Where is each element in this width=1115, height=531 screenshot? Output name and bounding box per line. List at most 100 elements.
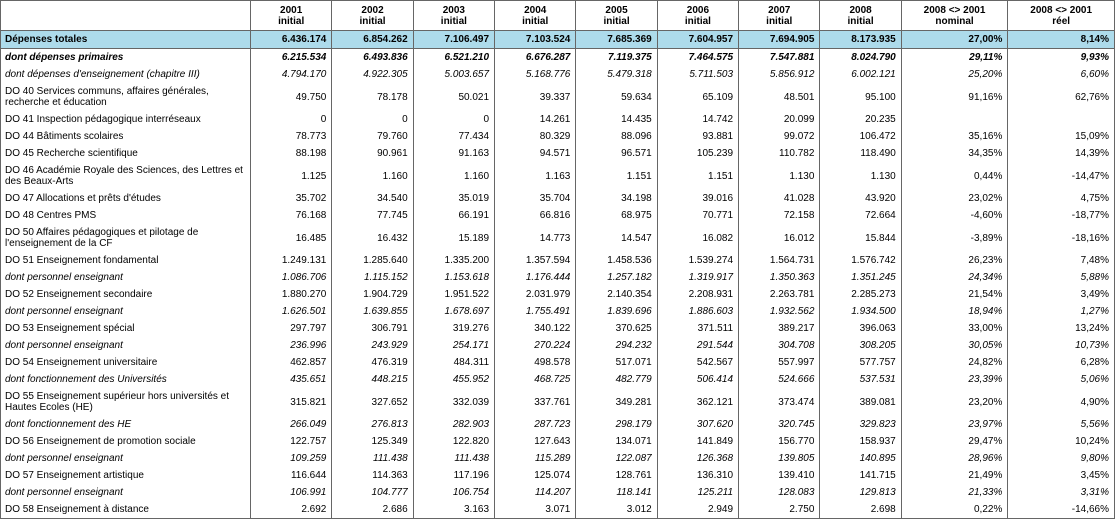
cell-value: 14.435 (576, 111, 657, 128)
cell-value: 1.257.182 (576, 269, 657, 286)
cell-value: 294.232 (576, 337, 657, 354)
cell-value: 125.349 (332, 433, 413, 450)
cell-value: 373.474 (739, 388, 820, 416)
cell-value: 66.816 (495, 207, 576, 224)
cell-value: -4,60% (901, 207, 1008, 224)
cell-value: 1.539.274 (657, 252, 738, 269)
cell-value: 3,31% (1008, 484, 1115, 501)
cell-value: 72.158 (739, 207, 820, 224)
cell-value: 9,93% (1008, 49, 1115, 67)
cell-value: 1.285.640 (332, 252, 413, 269)
cell-value: 337.761 (495, 388, 576, 416)
cell-value: 1.115.152 (332, 269, 413, 286)
cell-value: 24,34% (901, 269, 1008, 286)
cell-value: 125.211 (657, 484, 738, 501)
cell-value: 243.929 (332, 337, 413, 354)
cell-value: 1.319.917 (657, 269, 738, 286)
cell-value: -14,47% (1008, 162, 1115, 190)
cell-value: 5,06% (1008, 371, 1115, 388)
cell-value: 329.823 (820, 416, 901, 433)
cell-value: 116.644 (251, 467, 332, 484)
cell-value: 2.263.781 (739, 286, 820, 303)
cell-value: 35.702 (251, 190, 332, 207)
cell-value: 1.564.731 (739, 252, 820, 269)
col-6: 2006initial (657, 1, 738, 31)
cell-value: 282.903 (413, 416, 494, 433)
cell-value: 306.791 (332, 320, 413, 337)
cell-value: 21,33% (901, 484, 1008, 501)
cell-value: 72.664 (820, 207, 901, 224)
cell-value: 122.087 (576, 450, 657, 467)
cell-value: 29,47% (901, 433, 1008, 450)
cell-value: 14.261 (495, 111, 576, 128)
cell-value: 21,54% (901, 286, 1008, 303)
cell-value: 20.099 (739, 111, 820, 128)
col-3: 2003initial (413, 1, 494, 31)
row-label: dont personnel enseignant (1, 484, 251, 501)
cell-value: 1.886.603 (657, 303, 738, 320)
cell-value: 7.547.881 (739, 49, 820, 67)
table-row: DO 41 Inspection pédagogique interréseau… (1, 111, 1115, 128)
cell-value: 15.189 (413, 224, 494, 252)
cell-value: 2.208.931 (657, 286, 738, 303)
cell-value: 1.130 (820, 162, 901, 190)
cell-value: 68.975 (576, 207, 657, 224)
cell-value: 6.521.210 (413, 49, 494, 67)
cell-value: 270.224 (495, 337, 576, 354)
cell-value: 34.540 (332, 190, 413, 207)
cell-value: 65.109 (657, 83, 738, 111)
cell-value: 5.856.912 (739, 66, 820, 83)
cell-value: 1.151 (657, 162, 738, 190)
cell-value: 10,73% (1008, 337, 1115, 354)
row-label: dont dépenses primaires (1, 49, 251, 67)
cell-value: 577.757 (820, 354, 901, 371)
cell-value: 1.678.697 (413, 303, 494, 320)
cell-value: 21,49% (901, 467, 1008, 484)
cell-value: 304.708 (739, 337, 820, 354)
cell-value: 5.003.657 (413, 66, 494, 83)
table-row: DO 40 Services communs, affaires général… (1, 83, 1115, 111)
cell-value: 7.119.375 (576, 49, 657, 67)
cell-value: 0 (332, 111, 413, 128)
cell-value: 126.368 (657, 450, 738, 467)
cell-value: 8,14% (1008, 31, 1115, 49)
cell-value: 1.160 (413, 162, 494, 190)
cell-value: 114.363 (332, 467, 413, 484)
cell-value: 90.961 (332, 145, 413, 162)
cell-value: 476.319 (332, 354, 413, 371)
table-row: DO 44 Bâtiments scolaires78.77379.76077.… (1, 128, 1115, 145)
cell-value: 7,48% (1008, 252, 1115, 269)
cell-value: 542.567 (657, 354, 738, 371)
cell-value: 6.493.836 (332, 49, 413, 67)
cell-value: 7.604.957 (657, 31, 738, 49)
col-7: 2007initial (739, 1, 820, 31)
cell-value: 16.432 (332, 224, 413, 252)
cell-value: 1.130 (739, 162, 820, 190)
table-row: DO 56 Enseignement de promotion sociale1… (1, 433, 1115, 450)
cell-value: 308.205 (820, 337, 901, 354)
cell-value: 2.698 (820, 501, 901, 519)
cell-value: 34.198 (576, 190, 657, 207)
cell-value: 3.163 (413, 501, 494, 519)
cell-value: 6.002.121 (820, 66, 901, 83)
cell-value: 34,35% (901, 145, 1008, 162)
cell-value: 118.141 (576, 484, 657, 501)
col-label (1, 1, 251, 31)
cell-value: 79.760 (332, 128, 413, 145)
cell-value: 291.544 (657, 337, 738, 354)
cell-value: 104.777 (332, 484, 413, 501)
cell-value: 340.122 (495, 320, 576, 337)
cell-value: 99.072 (739, 128, 820, 145)
cell-value: 5.168.776 (495, 66, 576, 83)
cell-value: 28,96% (901, 450, 1008, 467)
cell-value: 1.639.855 (332, 303, 413, 320)
cell-value: 1.151 (576, 162, 657, 190)
cell-value: 1.153.618 (413, 269, 494, 286)
cell-value: 297.797 (251, 320, 332, 337)
cell-value: 315.821 (251, 388, 332, 416)
cell-value: 117.196 (413, 467, 494, 484)
col-10: 2008 <> 2001réel (1008, 1, 1115, 31)
cell-value: 468.725 (495, 371, 576, 388)
cell-value: 106.754 (413, 484, 494, 501)
cell-value: 2.686 (332, 501, 413, 519)
